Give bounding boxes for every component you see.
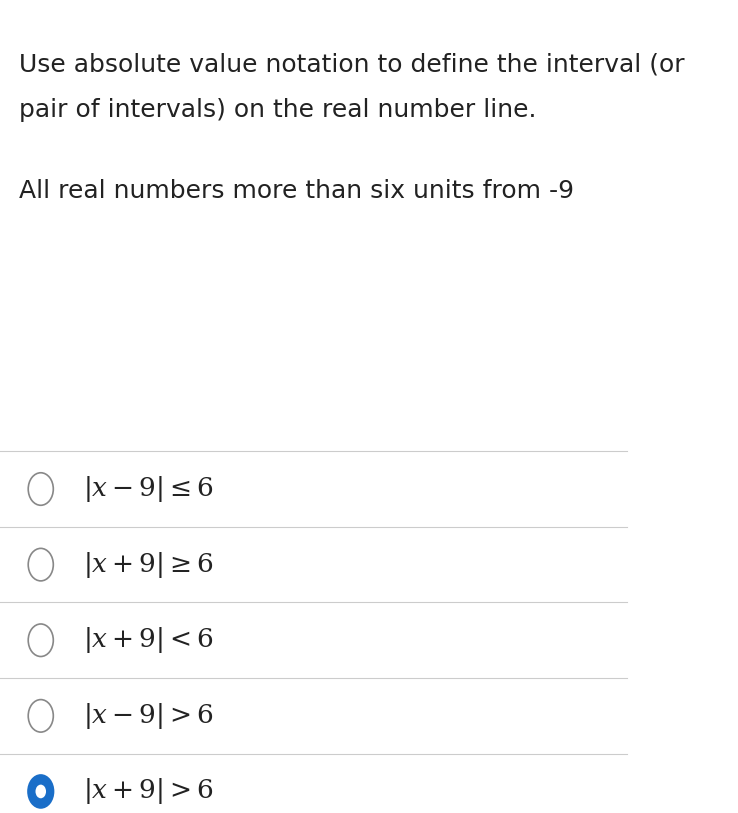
Circle shape [28, 549, 53, 580]
Text: $|x + 9| \geq 6$: $|x + 9| \geq 6$ [83, 550, 214, 580]
Circle shape [28, 624, 53, 657]
Text: $|x - 9| \leq 6$: $|x - 9| \leq 6$ [83, 474, 214, 504]
Text: $|x - 9| > 6$: $|x - 9| > 6$ [83, 701, 214, 731]
Circle shape [28, 473, 53, 505]
Text: All real numbers more than six units from -9: All real numbers more than six units fro… [18, 179, 574, 203]
Circle shape [35, 785, 46, 798]
Circle shape [28, 776, 53, 807]
Text: Use absolute value notation to define the interval (or: Use absolute value notation to define th… [18, 53, 684, 77]
Text: $|x + 9| > 6$: $|x + 9| > 6$ [83, 776, 214, 806]
Text: $|x + 9| < 6$: $|x + 9| < 6$ [83, 625, 214, 655]
Text: pair of intervals) on the real number line.: pair of intervals) on the real number li… [18, 98, 537, 122]
Circle shape [28, 699, 53, 733]
